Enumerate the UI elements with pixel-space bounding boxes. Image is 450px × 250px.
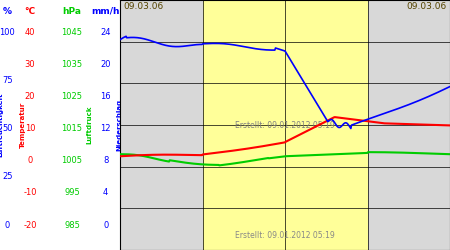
Text: Temperatur: Temperatur — [20, 102, 26, 148]
Text: 1005: 1005 — [62, 156, 83, 165]
Bar — [202, 0, 368, 250]
Text: 16: 16 — [100, 92, 111, 101]
Text: 20: 20 — [25, 92, 35, 101]
Text: 985: 985 — [64, 220, 80, 230]
Text: 1025: 1025 — [62, 92, 83, 101]
Text: 12: 12 — [100, 124, 111, 133]
Text: 50: 50 — [2, 124, 13, 133]
Text: 75: 75 — [2, 76, 13, 85]
Text: 1045: 1045 — [62, 28, 83, 37]
Text: 8: 8 — [103, 156, 108, 165]
Text: Erstellt: 09.01.2012 05:19: Erstellt: 09.01.2012 05:19 — [235, 120, 335, 130]
Text: 0: 0 — [4, 220, 10, 230]
Text: 100: 100 — [0, 28, 15, 37]
Text: 25: 25 — [2, 172, 13, 182]
Text: Luftfeuchtigkeit: Luftfeuchtigkeit — [0, 93, 4, 157]
Text: 0: 0 — [103, 220, 108, 230]
Text: hPa: hPa — [63, 7, 81, 16]
Text: 24: 24 — [100, 28, 111, 37]
Text: -20: -20 — [23, 220, 37, 230]
Text: -10: -10 — [23, 188, 37, 198]
Text: 1035: 1035 — [62, 60, 83, 69]
Text: %: % — [3, 7, 12, 16]
Text: 09.03.06: 09.03.06 — [123, 2, 164, 11]
Text: 4: 4 — [103, 188, 108, 198]
Text: 0: 0 — [27, 156, 33, 165]
Text: 20: 20 — [100, 60, 111, 69]
Text: 09.03.06: 09.03.06 — [406, 2, 447, 11]
Text: 995: 995 — [64, 188, 80, 198]
Text: mm/h: mm/h — [91, 7, 120, 16]
Text: 1015: 1015 — [62, 124, 83, 133]
Text: Niederschlag: Niederschlag — [117, 99, 122, 151]
Text: 10: 10 — [25, 124, 35, 133]
Text: 40: 40 — [25, 28, 35, 37]
Text: Luftdruck: Luftdruck — [86, 106, 92, 144]
Text: Erstellt: 09.01.2012 05:19: Erstellt: 09.01.2012 05:19 — [235, 231, 335, 240]
Text: °C: °C — [24, 7, 36, 16]
Text: 30: 30 — [25, 60, 36, 69]
